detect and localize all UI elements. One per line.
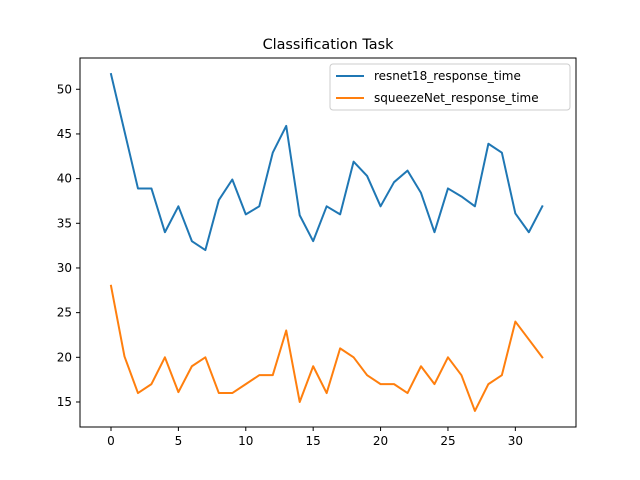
x-tick-label: 25: [440, 434, 455, 448]
legend-label-2: squeezeNet_response_time: [374, 91, 539, 105]
legend-label-1: resnet18_response_time: [374, 69, 521, 83]
y-tick-label: 45: [57, 127, 72, 141]
y-tick-label: 35: [57, 216, 72, 230]
y-tick-label: 30: [57, 261, 72, 275]
legend-box: [329, 63, 571, 111]
y-tick-label: 15: [57, 395, 72, 409]
series-line-1: [109, 72, 544, 252]
y-tick-label: 50: [57, 82, 72, 96]
x-tick-label: 0: [107, 434, 115, 448]
x-tick-label: 5: [175, 434, 183, 448]
legend: resnet18_response_time squeezeNet_respons…: [329, 63, 571, 111]
y-tick-label: 40: [57, 172, 72, 186]
x-tick-label: 15: [306, 434, 321, 448]
y-tick-label: 20: [57, 350, 72, 364]
y-tick-label: 25: [57, 306, 72, 320]
series-line-2: [109, 284, 544, 412]
x-tick-label: 10: [238, 434, 253, 448]
series-lines: [109, 72, 544, 412]
axes: 0 5 10 15 20 25 30 15 20 25 30 35 40 45 50: [57, 57, 577, 448]
axes-frame: [79, 57, 577, 428]
x-tick-label: 30: [508, 434, 523, 448]
chart-title: Classification Task: [263, 37, 395, 53]
x-tick-label: 20: [373, 434, 388, 448]
